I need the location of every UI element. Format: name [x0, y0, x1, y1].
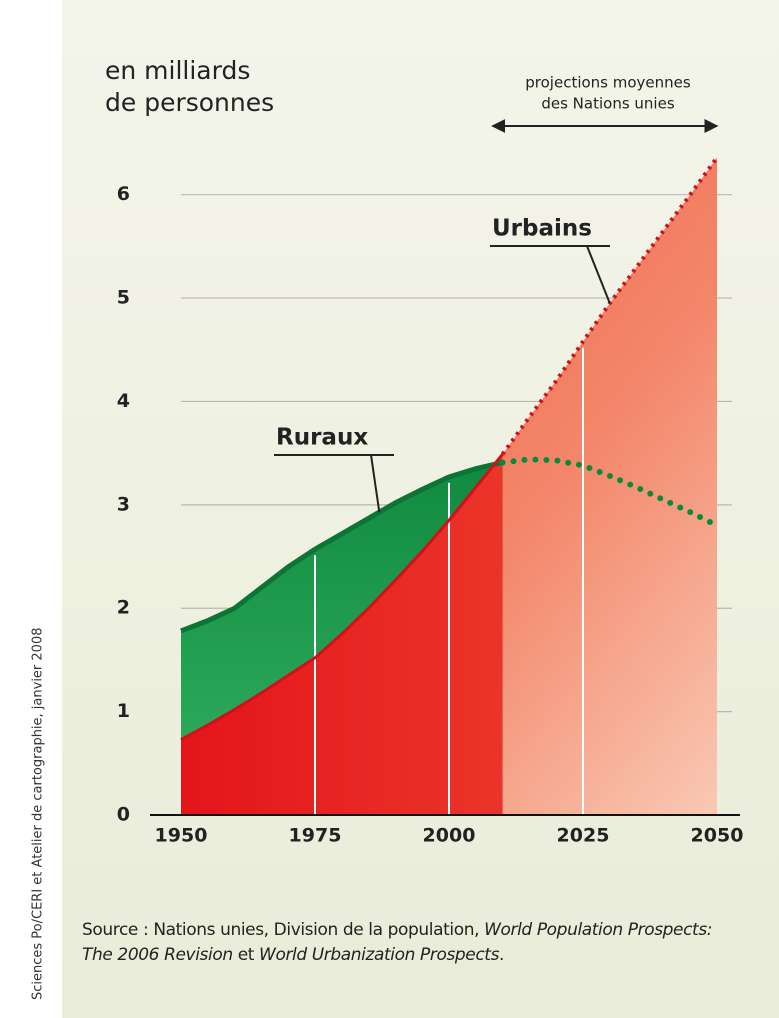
leader [370, 454, 381, 513]
y-tick-label: 6 [117, 183, 130, 205]
source-part: World Urbanization Prospects [259, 945, 500, 965]
rural-line [180, 460, 504, 634]
x-tick-label: 2050 [691, 825, 744, 847]
plot: 0 1 2 3 4 5 6 1950 1975 2000 2025 2050 Urbains Ruraux [117, 119, 744, 847]
annotation: des Nations unies [541, 95, 674, 113]
y-tick-label: 0 [117, 804, 130, 826]
y-tick-label: 5 [117, 287, 130, 309]
x-tick-label: 1975 [289, 825, 342, 847]
y-tick-label: 1 [117, 700, 130, 722]
series-label: Ruraux [276, 425, 368, 451]
rural-line-projection [499, 456, 720, 529]
source-part: Source : Nations unies, Division de la p… [82, 920, 485, 940]
x-tick-label: 2025 [557, 825, 610, 847]
leader [586, 245, 611, 304]
y-tick-label: 3 [117, 493, 130, 515]
annotation: projections moyennes [525, 74, 691, 92]
y-label: en milliards [105, 56, 250, 85]
urban-area-projection [502, 157, 717, 815]
source-part: et [232, 945, 260, 965]
y-label: de personnes [105, 88, 274, 117]
y-tick-label: 4 [117, 390, 130, 412]
series-label: Urbains [492, 216, 592, 242]
source-part: World Population Prospects: The 2006 Rev… [82, 920, 713, 965]
x-tick-label: 1950 [155, 825, 208, 847]
source: Source : Nations unies, Division de la p… [82, 918, 742, 968]
source-part: . [499, 945, 505, 965]
y-tick-label: 2 [117, 597, 130, 619]
credit: Sciences Po/CERI et Atelier de cartograp… [31, 628, 46, 1001]
x-tick-label: 2000 [423, 825, 476, 847]
urban-line [180, 453, 504, 741]
